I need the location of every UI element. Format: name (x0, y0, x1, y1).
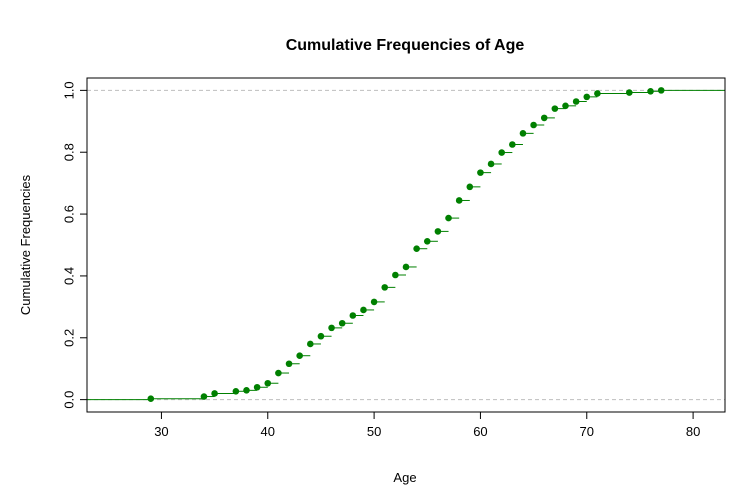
x-tick-label-4: 70 (580, 424, 594, 439)
data-point-25 (466, 183, 474, 191)
chart-title: Cumulative Frequencies of Age (286, 37, 525, 54)
data-point-38 (626, 89, 633, 96)
data-point-16 (370, 298, 378, 306)
x-tick-label-3: 60 (473, 424, 487, 439)
data-point-32 (540, 114, 548, 122)
data-point-40 (657, 87, 665, 94)
data-point-20 (413, 245, 420, 253)
data-point-11 (317, 332, 325, 340)
y-axis-label: Cumulative Frequencies (18, 174, 33, 315)
data-point-9 (296, 352, 303, 360)
x-axis-label: Age (393, 470, 416, 485)
data-points (147, 87, 665, 403)
data-point-4 (243, 387, 250, 394)
data-point-10 (307, 340, 314, 348)
reference-lines (87, 89, 725, 401)
data-point-35 (572, 98, 580, 105)
data-point-34 (562, 102, 569, 110)
data-point-8 (285, 360, 293, 368)
data-point-5 (253, 383, 261, 391)
data-point-30 (519, 130, 527, 137)
data-point-23 (445, 214, 452, 222)
data-point-37 (594, 90, 601, 97)
data-point-7 (275, 369, 282, 377)
data-point-28 (498, 149, 506, 156)
data-point-1 (200, 393, 208, 400)
y-tick-label-1: 0.2 (61, 329, 76, 347)
data-point-2 (211, 390, 218, 397)
y-tick-label-2: 0.4 (61, 267, 76, 285)
data-point-18 (392, 271, 399, 279)
step-segments (87, 89, 725, 401)
data-point-22 (434, 228, 442, 235)
data-point-24 (455, 197, 463, 204)
x-tick-label-1: 40 (261, 424, 275, 439)
data-point-21 (423, 237, 431, 245)
data-point-0 (147, 395, 155, 403)
data-point-12 (328, 324, 335, 332)
data-point-31 (530, 121, 537, 129)
x-tick-label-5: 80 (686, 424, 700, 439)
data-point-26 (477, 169, 484, 176)
data-point-17 (381, 284, 389, 291)
data-point-6 (264, 379, 272, 387)
y-tick-label-0: 0.0 (61, 391, 76, 409)
data-point-13 (338, 319, 346, 327)
x-axis: 30 40 50 60 70 80 (154, 412, 700, 439)
data-point-27 (487, 160, 495, 168)
data-point-33 (551, 105, 559, 112)
data-point-19 (402, 263, 410, 271)
y-tick-label-5: 1.0 (61, 81, 76, 99)
data-point-36 (583, 93, 591, 101)
data-point-39 (647, 87, 654, 95)
x-tick-label-0: 30 (154, 424, 168, 439)
data-point-29 (509, 141, 516, 148)
data-point-15 (360, 306, 367, 314)
x-tick-label-2: 50 (367, 424, 381, 439)
data-point-14 (349, 312, 357, 319)
y-tick-label-3: 0.6 (61, 205, 76, 223)
y-axis: 0.0 0.2 0.4 0.6 0.8 1.0 (61, 81, 87, 409)
y-tick-label-4: 0.8 (61, 143, 76, 161)
data-point-3 (232, 387, 240, 395)
plot-frame (86, 77, 726, 413)
